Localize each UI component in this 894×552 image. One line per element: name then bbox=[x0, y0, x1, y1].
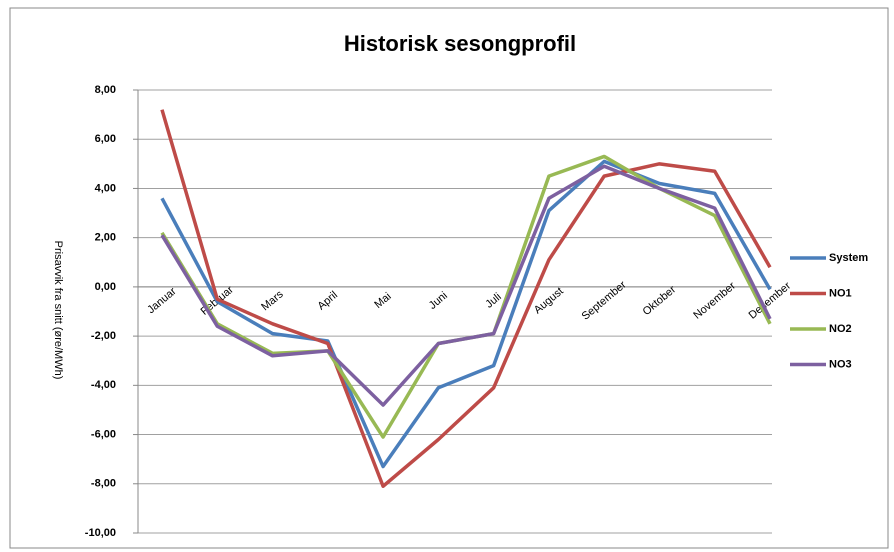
legend-label: NO2 bbox=[829, 323, 852, 335]
y-tick-label: 4,00 bbox=[95, 182, 116, 194]
series-line bbox=[160, 109, 772, 488]
legend-label: NO1 bbox=[829, 287, 852, 299]
legend-label: NO3 bbox=[829, 358, 852, 370]
y-tick-label: -6,00 bbox=[91, 428, 116, 440]
chart-frame bbox=[9, 7, 889, 549]
y-tick-label: -8,00 bbox=[91, 478, 116, 490]
series-line bbox=[160, 164, 772, 407]
series-line bbox=[160, 159, 772, 469]
y-tick-label: 2,00 bbox=[95, 232, 116, 244]
y-tick-label: -4,00 bbox=[91, 379, 116, 391]
y-tick-label: 0,00 bbox=[95, 281, 116, 293]
y-tick-label: 6,00 bbox=[95, 133, 116, 145]
y-axis-label: Prisavvik fra snitt (øre/MWh) bbox=[52, 241, 64, 380]
legend-label: System bbox=[829, 252, 868, 264]
y-tick-label: 8,00 bbox=[95, 84, 116, 96]
y-tick-label: -2,00 bbox=[91, 330, 116, 342]
y-tick-label: -10,00 bbox=[85, 527, 116, 539]
chart-title: Historisk sesongprofil bbox=[344, 31, 576, 56]
